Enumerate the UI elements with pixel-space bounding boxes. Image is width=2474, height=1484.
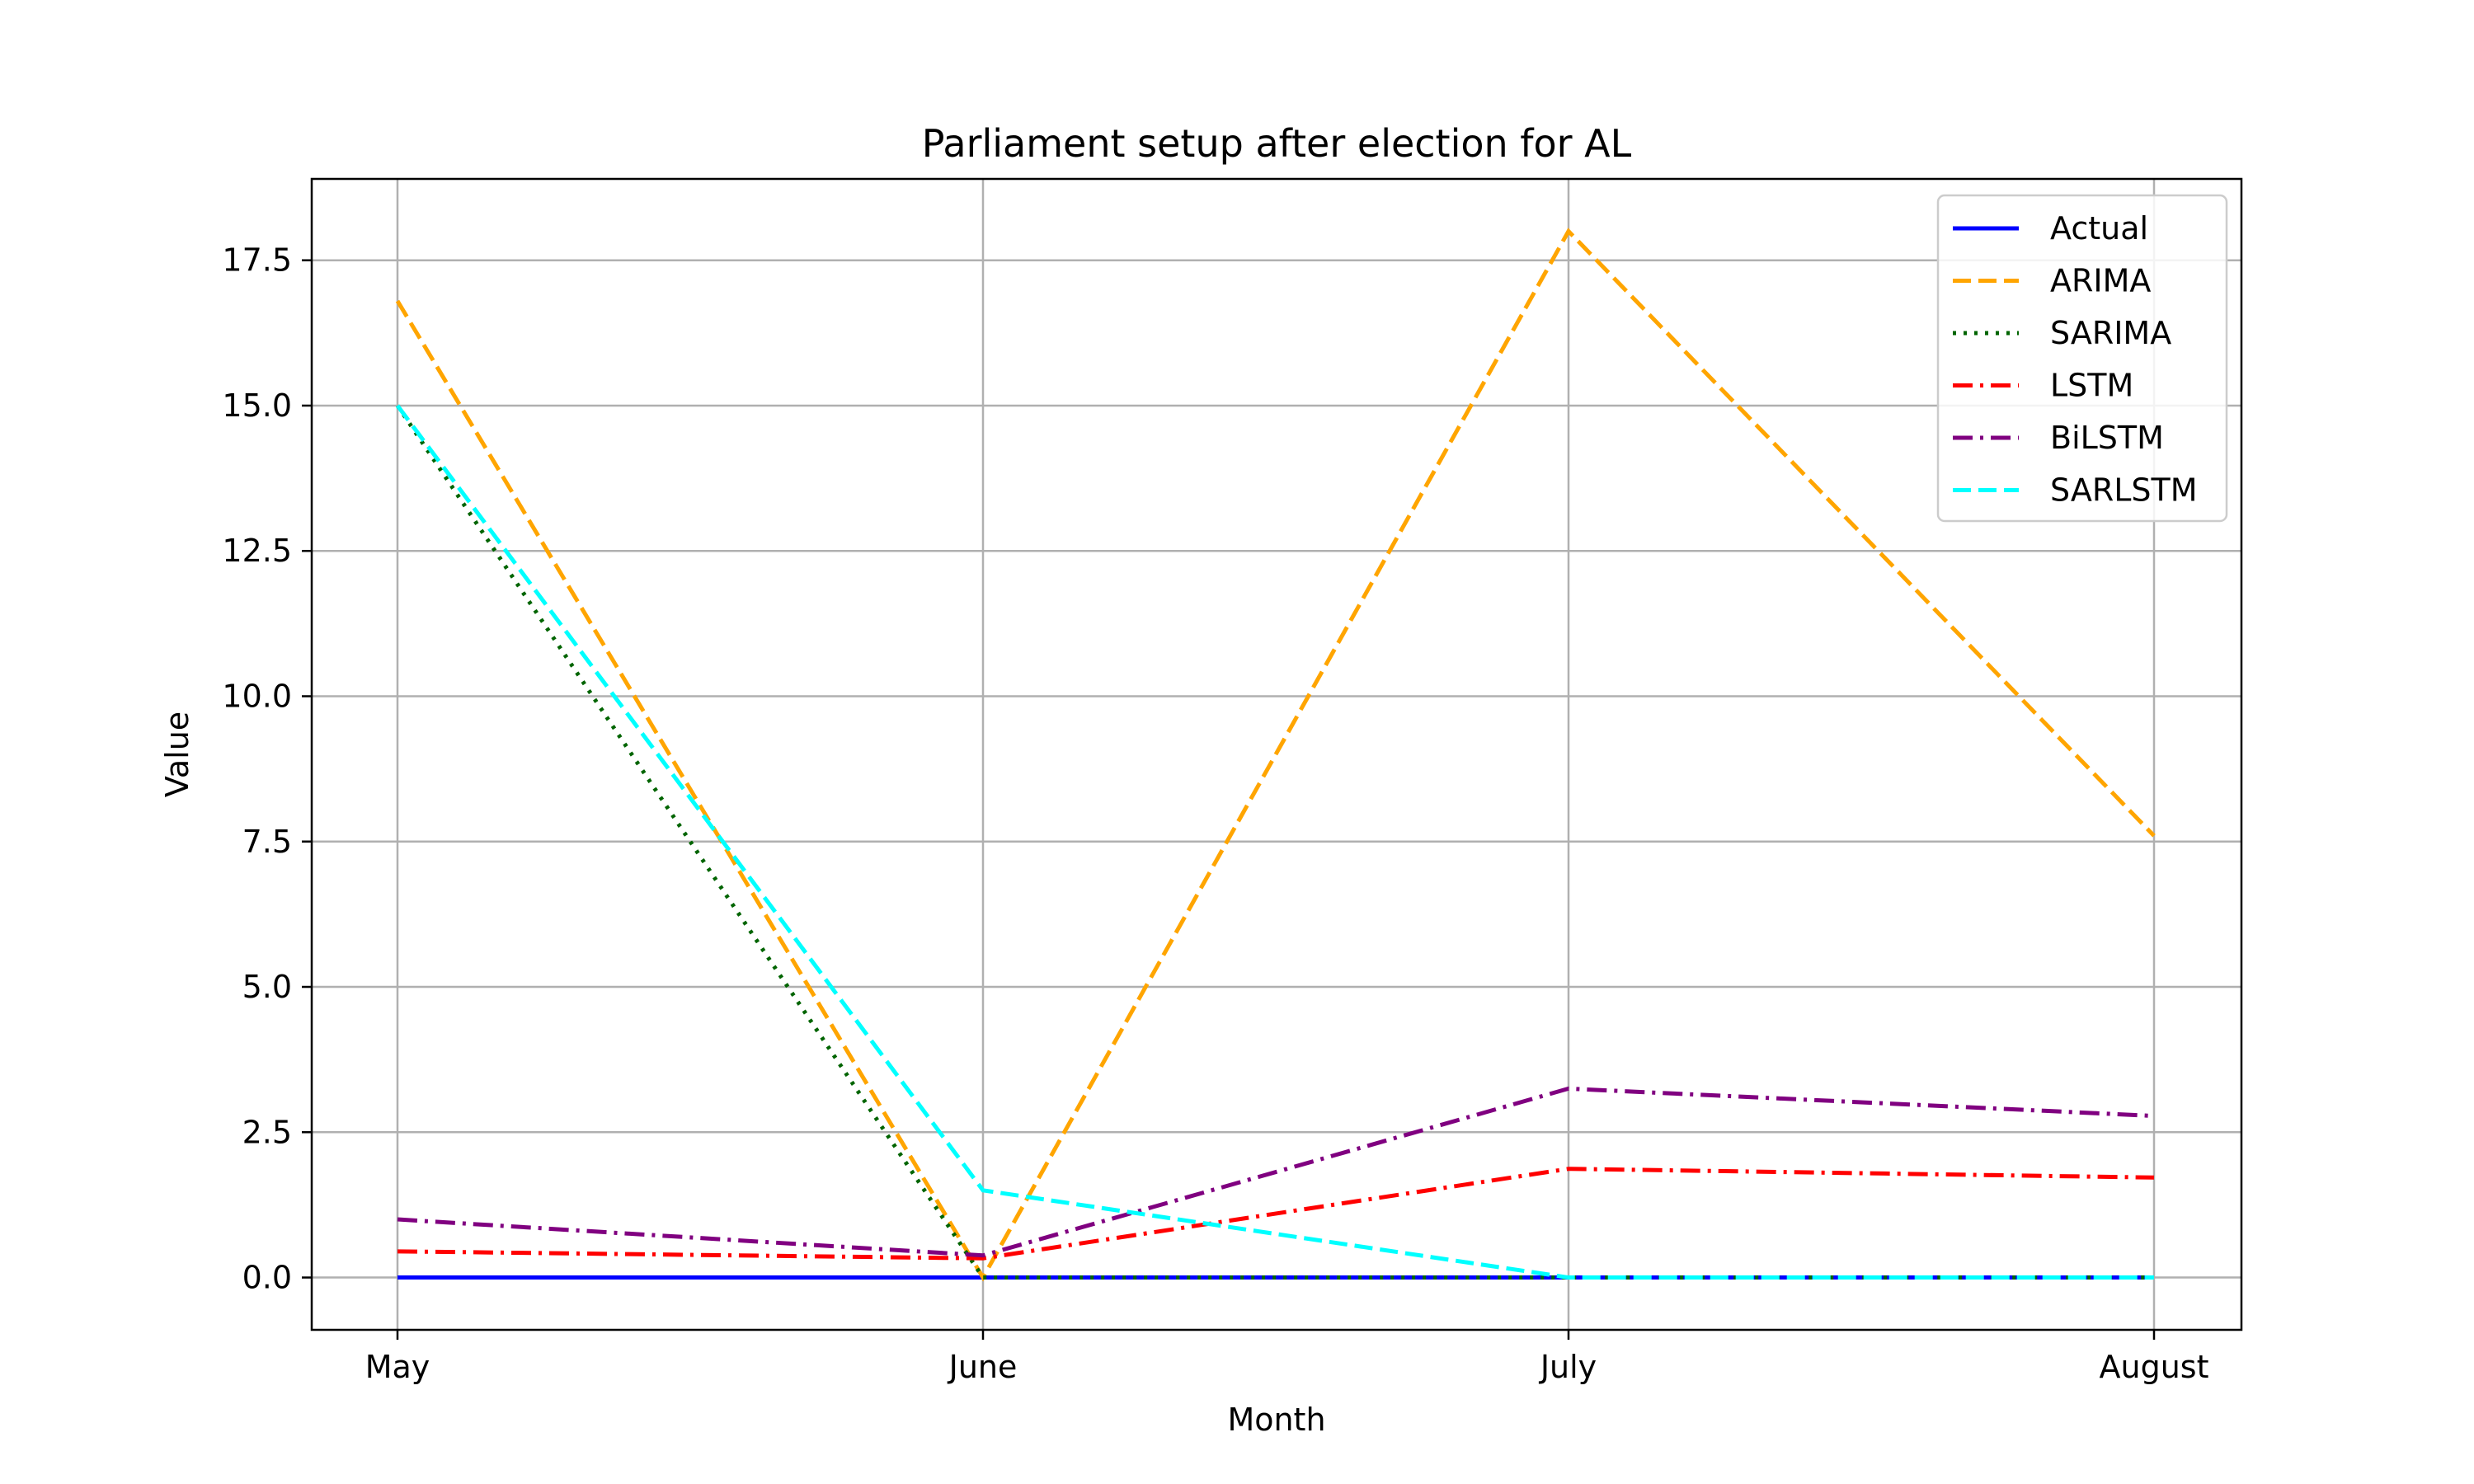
y-tick-label: 0.0 [242,1260,292,1296]
x-tick-label: August [2100,1349,2209,1385]
plot-frame [310,177,2243,1331]
legend-label: BiLSTM [2050,420,2164,456]
x-tick-label: May [365,1349,430,1385]
y-tick-label: 12.5 [222,533,292,569]
y-axis-label: Value [159,711,195,797]
y-tick-label: 5.0 [242,969,292,1005]
series-lines [395,228,2156,1282]
x-tick-label: June [948,1349,1018,1385]
legend: Actual ARIMA SARIMA LSTM BiLSTM SARLSTM [1936,194,2228,523]
series-line-arima [395,228,2156,1282]
chart-title: Parliament setup after election for AL [922,121,1632,166]
x-axis-label: Month [1227,1402,1325,1438]
series-line-sarima [395,404,2154,1280]
axis-ticks: May June July August 0.0 2.5 5.0 7.5 10.0 12.5 15.… [222,242,2208,1385]
series-line-bilstm [397,1086,2155,1258]
series-line-sarlstm [395,404,2154,1280]
legend-label: LSTM [2050,368,2133,404]
y-tick-label: 17.5 [222,242,292,279]
x-tick-label: July [1539,1349,1597,1385]
y-tick-label: 15.0 [222,387,292,424]
legend-label: SARIMA [2050,315,2171,351]
legend-label: SARLSTM [2050,472,2198,509]
y-tick-label: 2.5 [242,1114,292,1150]
y-tick-label: 7.5 [242,824,292,860]
series-line-lstm [397,1167,2155,1261]
legend-label: Actual [2050,210,2148,247]
legend-label: ARIMA [2050,263,2151,299]
y-tick-label: 10.0 [222,678,292,714]
